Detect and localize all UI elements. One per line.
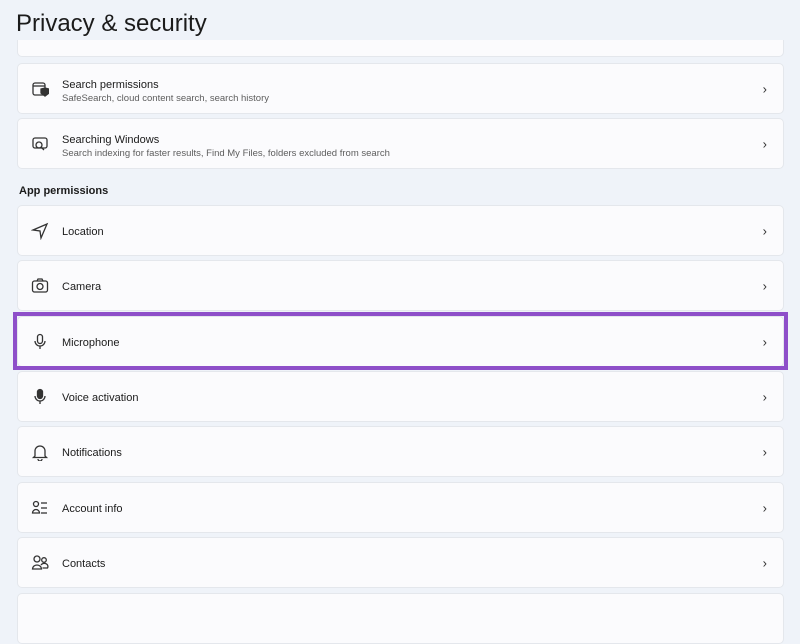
item-title: Account info: [62, 503, 123, 515]
location-item[interactable]: Location ›: [17, 205, 784, 256]
camera-item[interactable]: Camera ›: [17, 260, 784, 311]
item-title: Search permissions: [62, 79, 159, 91]
chevron-right-icon: ›: [762, 136, 767, 151]
item-title: Microphone: [62, 337, 120, 349]
item-title: Notifications: [62, 447, 122, 459]
searching-windows-item[interactable]: Searching Windows Search indexing for fa…: [17, 118, 784, 169]
voice-activation-item[interactable]: Voice activation ›: [17, 371, 784, 422]
bell-icon: [31, 443, 49, 462]
chevron-right-icon: ›: [762, 223, 767, 238]
partial-card-top[interactable]: [17, 40, 784, 57]
item-title: Location: [62, 226, 104, 238]
voice-activation-icon: [31, 388, 49, 406]
item-title: Voice activation: [62, 392, 139, 404]
partial-card-bottom[interactable]: [17, 593, 784, 644]
chevron-right-icon: ›: [762, 334, 767, 349]
item-title: Searching Windows: [62, 134, 160, 146]
microphone-item[interactable]: Microphone ›: [17, 316, 784, 367]
chevron-right-icon: ›: [762, 81, 767, 96]
chevron-right-icon: ›: [762, 278, 767, 293]
contacts-icon: [31, 554, 49, 572]
account-info-icon: [31, 499, 49, 517]
search-permissions-item[interactable]: Search permissions SafeSearch, cloud con…: [17, 63, 784, 114]
section-label: App permissions: [19, 185, 109, 197]
microphone-icon: [31, 333, 49, 351]
contacts-item[interactable]: Contacts ›: [17, 537, 784, 588]
chevron-right-icon: ›: [762, 444, 767, 459]
searching-windows-icon: [31, 135, 49, 153]
account-info-item[interactable]: Account info ›: [17, 482, 784, 533]
notifications-item[interactable]: Notifications ›: [17, 426, 784, 477]
search-permissions-icon: [31, 80, 50, 98]
item-title: Contacts: [62, 558, 106, 570]
item-title: Camera: [62, 281, 102, 293]
chevron-right-icon: ›: [762, 555, 767, 570]
location-icon: [30, 222, 49, 240]
item-subtitle: Search indexing for faster results, Find…: [62, 148, 390, 159]
chevron-right-icon: ›: [762, 500, 767, 515]
chevron-right-icon: ›: [762, 389, 767, 404]
camera-icon: [31, 277, 49, 295]
page-title: Privacy & security: [16, 10, 207, 37]
item-subtitle: SafeSearch, cloud content search, search…: [62, 93, 270, 104]
